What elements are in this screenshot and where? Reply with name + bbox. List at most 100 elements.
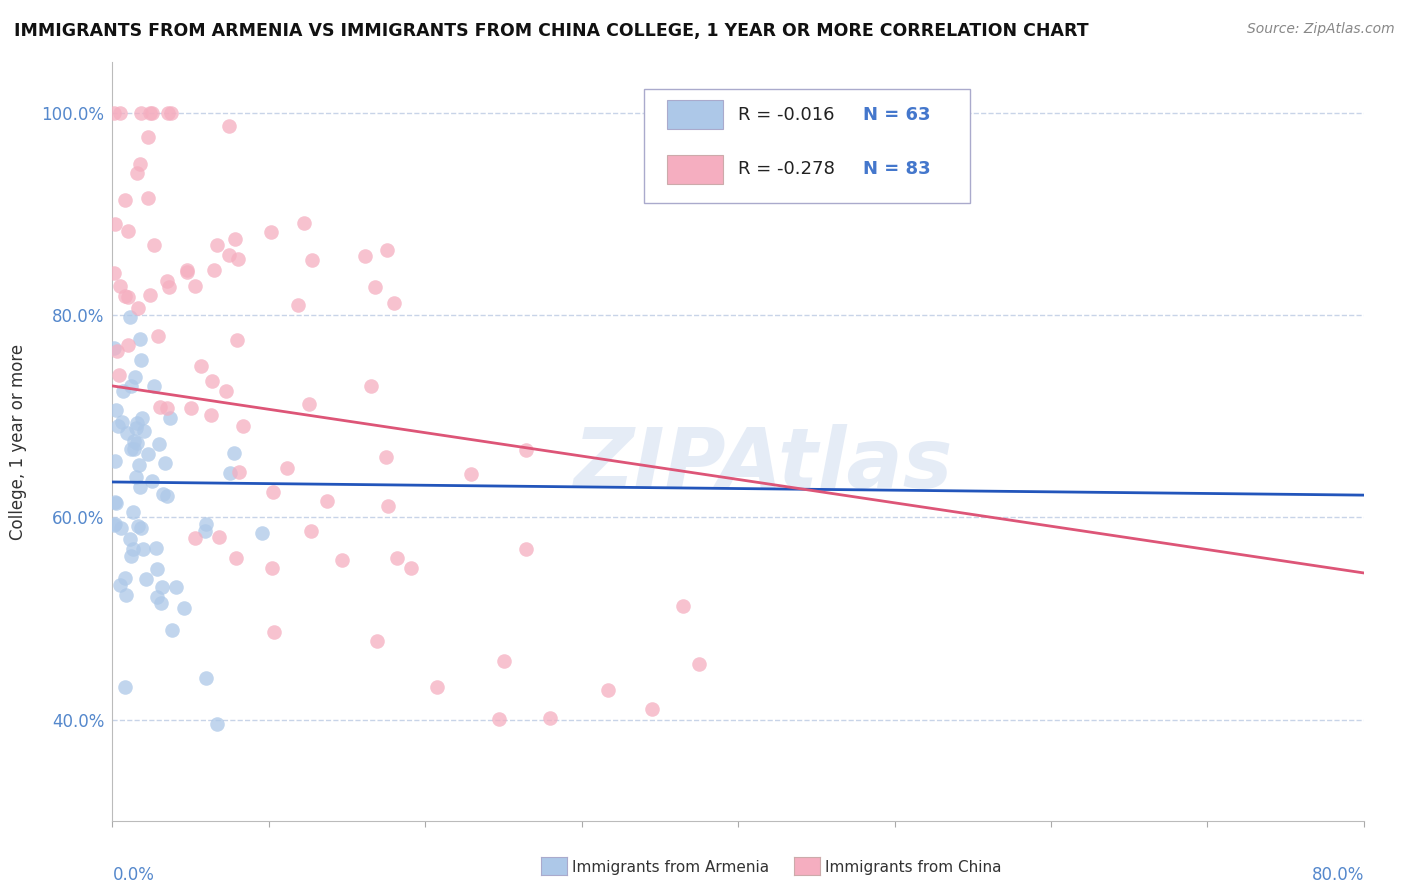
- Point: [108, 279, 131, 293]
- Point: [143, 238, 166, 252]
- Point: [460, 467, 482, 481]
- Point: [515, 443, 537, 458]
- Point: [150, 580, 173, 594]
- Text: R = -0.016: R = -0.016: [738, 106, 835, 124]
- Point: [125, 421, 148, 435]
- Point: [287, 298, 309, 312]
- Point: [215, 384, 238, 399]
- Point: [301, 253, 323, 268]
- Point: [138, 287, 160, 301]
- Point: [145, 541, 167, 556]
- Point: [399, 561, 422, 575]
- Point: [122, 541, 145, 556]
- Point: [136, 191, 159, 205]
- Point: [129, 106, 152, 120]
- Point: [111, 416, 134, 430]
- Point: [128, 332, 150, 346]
- Point: [132, 541, 155, 556]
- Point: [226, 333, 249, 347]
- Point: [180, 401, 202, 416]
- Point: [131, 352, 153, 367]
- Point: [364, 280, 387, 294]
- Point: [195, 516, 218, 531]
- Point: [146, 329, 169, 343]
- Point: [149, 596, 172, 610]
- Point: [515, 542, 537, 557]
- Text: 80.0%: 80.0%: [1312, 866, 1364, 884]
- Point: [385, 550, 408, 565]
- Point: [115, 425, 138, 440]
- Point: [228, 465, 250, 479]
- Point: [155, 455, 177, 469]
- Point: [125, 416, 148, 430]
- Point: [190, 359, 212, 373]
- Point: [117, 224, 139, 238]
- FancyBboxPatch shape: [644, 89, 970, 202]
- Point: [143, 378, 166, 392]
- Point: [104, 218, 127, 232]
- Point: [131, 411, 153, 425]
- Point: [218, 247, 240, 261]
- Point: [232, 418, 254, 433]
- Point: [218, 120, 240, 134]
- Y-axis label: College, 1 year or more: College, 1 year or more: [10, 343, 27, 540]
- Point: [375, 243, 398, 257]
- Point: [104, 403, 127, 417]
- Point: [226, 252, 249, 266]
- Point: [105, 495, 128, 509]
- Point: [208, 530, 231, 544]
- Point: [262, 561, 284, 575]
- Point: [224, 446, 246, 460]
- Point: [488, 712, 510, 726]
- Point: [103, 266, 125, 280]
- Point: [195, 671, 218, 685]
- Point: [103, 518, 125, 533]
- Point: [598, 683, 620, 698]
- Point: [538, 711, 561, 725]
- Text: 0.0%: 0.0%: [112, 866, 155, 884]
- Point: [127, 519, 149, 533]
- Point: [184, 531, 207, 545]
- Point: [146, 590, 169, 604]
- Point: [157, 280, 180, 294]
- Point: [120, 442, 142, 456]
- Text: N = 63: N = 63: [863, 106, 931, 124]
- Bar: [666, 155, 723, 184]
- Text: Immigrants from Armenia: Immigrants from Armenia: [572, 860, 769, 874]
- Point: [122, 434, 145, 448]
- Point: [156, 106, 179, 120]
- Point: [156, 490, 179, 504]
- Point: [832, 823, 855, 838]
- Point: [426, 681, 449, 695]
- Point: [165, 580, 187, 594]
- Point: [139, 106, 162, 120]
- Point: [127, 301, 149, 315]
- Point: [127, 436, 149, 450]
- Point: [141, 106, 163, 120]
- Point: [173, 600, 195, 615]
- Point: [128, 458, 150, 473]
- Point: [138, 447, 160, 461]
- Point: [152, 487, 174, 501]
- Point: [122, 505, 145, 519]
- Point: [250, 525, 273, 540]
- Point: [128, 480, 150, 494]
- Bar: [666, 101, 723, 129]
- Point: [194, 524, 217, 539]
- Point: [202, 263, 225, 277]
- Point: [205, 717, 228, 731]
- Point: [128, 157, 150, 171]
- Point: [120, 310, 142, 324]
- Point: [374, 450, 396, 464]
- Point: [148, 437, 170, 451]
- Point: [159, 411, 181, 425]
- Point: [120, 549, 142, 563]
- Point: [110, 578, 132, 592]
- Point: [184, 279, 207, 293]
- Point: [138, 130, 160, 145]
- Point: [117, 338, 139, 352]
- Text: N = 83: N = 83: [863, 161, 931, 178]
- Point: [205, 238, 228, 252]
- Point: [103, 341, 125, 355]
- Point: [108, 368, 131, 383]
